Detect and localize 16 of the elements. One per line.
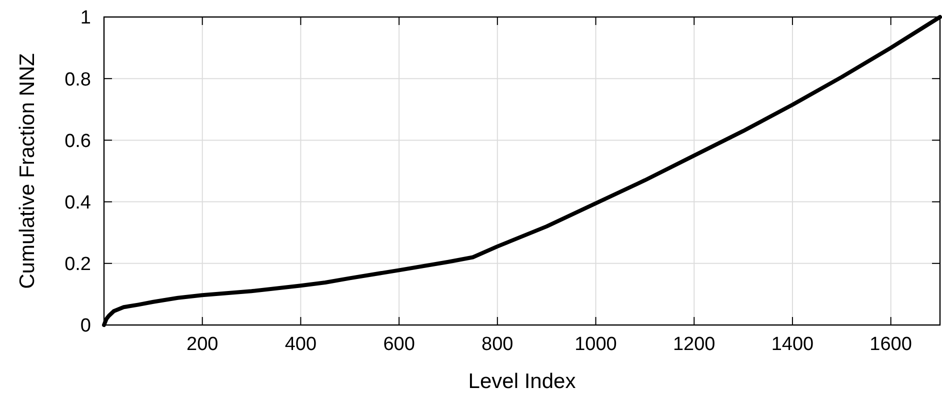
y-tick-label: 1 [80, 8, 91, 29]
x-axis-title: Level Index [468, 370, 576, 393]
x-tick-label: 800 [482, 334, 514, 355]
x-tick-label: 1400 [771, 334, 814, 355]
y-tick-label: 0 [80, 316, 91, 337]
x-tick-label: 600 [383, 334, 415, 355]
x-tick-label: 1200 [672, 334, 716, 355]
x-tick-label: 400 [284, 334, 317, 355]
x-tick-label: 200 [186, 334, 218, 355]
y-axis-title: Cumulative Fraction NNZ [16, 52, 39, 289]
y-tick-label: 0.2 [64, 254, 91, 276]
y-tick-label: 0.4 [64, 192, 92, 214]
x-tick-label: 1000 [574, 334, 617, 355]
x-tick-label: 1600 [870, 334, 912, 355]
y-tick-label: 0.6 [64, 130, 91, 152]
y-tick-label: 0.8 [64, 69, 91, 90]
